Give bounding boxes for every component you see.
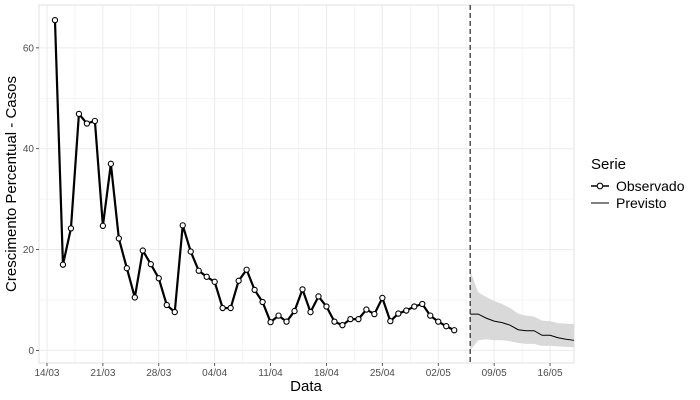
legend-item-observed: Observado xyxy=(591,178,685,194)
x-tick-label: 04/04 xyxy=(202,368,227,379)
y-tick-label: 20 xyxy=(23,245,35,256)
x-tick-label: 28/03 xyxy=(146,368,171,379)
y-axis-title: Crescimento Percentual - Casos xyxy=(3,76,20,292)
observed-data-point xyxy=(379,294,386,302)
observed-data-point xyxy=(291,307,298,315)
y-tick-label: 0 xyxy=(28,346,34,357)
observed-data-point xyxy=(267,319,274,326)
observed-data-point xyxy=(363,306,370,313)
legend: Serie Observado Previsto xyxy=(591,156,685,211)
observed-data-point xyxy=(131,294,138,301)
observed-data-point xyxy=(355,315,362,323)
y-axis-ticks: 0 20 40 60 xyxy=(23,43,39,357)
observed-data-point xyxy=(259,298,266,306)
observed-data-point xyxy=(323,303,330,310)
observed-points xyxy=(51,16,458,334)
x-tick-label: 09/05 xyxy=(482,368,507,379)
x-tick-label: 16/05 xyxy=(538,368,563,379)
observed-data-point xyxy=(387,317,394,325)
observed-data-point xyxy=(219,304,226,312)
observed-data-point xyxy=(75,110,83,118)
observed-data-point xyxy=(203,273,210,280)
observed-data-point xyxy=(331,318,338,325)
observed-data-point xyxy=(235,277,242,284)
observed-data-point xyxy=(451,327,458,334)
observed-data-point xyxy=(163,301,170,309)
observed-data-point xyxy=(411,303,418,310)
observed-data-point xyxy=(395,310,402,317)
observed-data-point xyxy=(243,266,250,273)
observed-data-point xyxy=(115,235,123,242)
observed-data-point xyxy=(283,318,290,325)
observed-data-point xyxy=(83,120,91,127)
observed-data-point xyxy=(315,293,322,300)
observed-data-point xyxy=(59,261,67,268)
forecast-ribbon-layer xyxy=(470,270,574,351)
x-tick-label: 02/05 xyxy=(426,368,451,379)
observed-data-point xyxy=(123,265,130,272)
observed-data-point xyxy=(371,310,378,318)
observed-data-point xyxy=(179,222,186,229)
observed-data-point xyxy=(299,286,306,293)
observed-data-point xyxy=(211,278,218,285)
observed-data-point xyxy=(195,267,202,274)
x-axis-ticks: 14/03 21/03 28/03 04/04 11/04 18/04 25/04 02/05… xyxy=(34,363,563,379)
forecast-interval-ribbon xyxy=(470,270,574,351)
legend-label-forecast: Previsto xyxy=(616,195,667,211)
legend-label-observed: Observado xyxy=(616,178,685,194)
observed-data-point xyxy=(251,286,258,294)
x-axis-title: Data xyxy=(290,378,322,395)
x-tick-label: 18/04 xyxy=(314,368,339,379)
observed-data-point xyxy=(147,261,154,268)
observed-data-point xyxy=(107,160,115,167)
observed-data-point xyxy=(139,247,146,254)
legend-item-forecast: Previsto xyxy=(591,195,667,211)
legend-title: Serie xyxy=(591,156,626,173)
y-tick-label: 60 xyxy=(23,43,35,54)
observed-data-point xyxy=(171,308,178,316)
observed-data-point xyxy=(427,312,434,319)
y-tick-label: 40 xyxy=(23,144,35,155)
observed-data-point xyxy=(99,222,107,230)
observed-data-point xyxy=(67,225,75,232)
observed-data-point xyxy=(339,322,346,329)
legend-observed-point-swatch xyxy=(596,182,604,190)
observed-data-point xyxy=(275,312,282,319)
observed-data-point xyxy=(419,300,426,308)
observed-data-point xyxy=(435,318,442,325)
observed-data-point xyxy=(443,323,450,330)
x-tick-label: 11/04 xyxy=(258,368,283,379)
observed-data-point xyxy=(227,304,234,312)
observed-data-point xyxy=(91,117,99,125)
observed-data-point xyxy=(403,307,410,314)
observed-data-point xyxy=(347,315,354,323)
observed-data-point xyxy=(51,16,59,24)
observed-data-point xyxy=(187,248,194,255)
observed-data-point xyxy=(155,275,162,282)
x-tick-label: 21/03 xyxy=(90,368,115,379)
x-tick-label: 14/03 xyxy=(34,368,59,379)
observed-data-point xyxy=(307,308,314,316)
x-tick-label: 25/04 xyxy=(370,368,395,379)
forecast-series-line xyxy=(470,313,575,341)
